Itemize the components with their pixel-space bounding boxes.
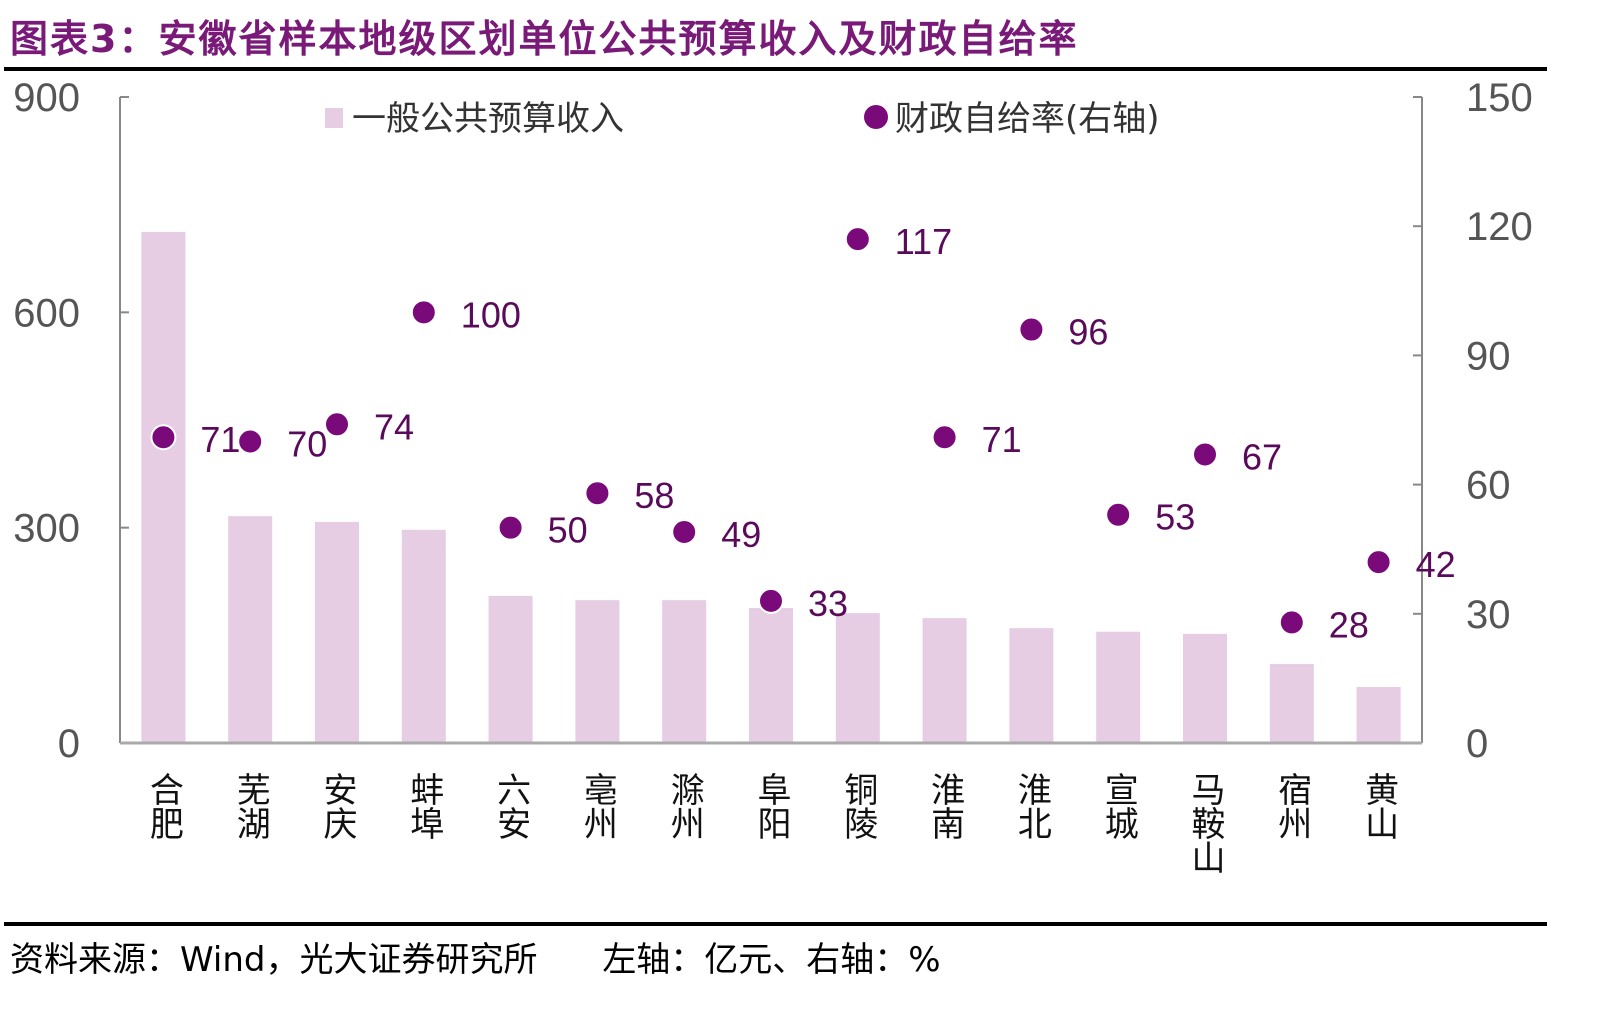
- bar-阜阳: [749, 608, 793, 743]
- category-label: 宿州: [1272, 772, 1312, 840]
- legend-bar-label: 一般公共预算收入: [352, 99, 624, 139]
- bar-芜湖: [228, 516, 273, 743]
- bar-黄山: [1356, 687, 1401, 743]
- right-tick-label: 90: [1466, 334, 1511, 378]
- bar-合肥: [141, 231, 186, 744]
- dot-芜湖: [237, 428, 264, 455]
- bar-六安: [488, 595, 533, 743]
- category-label: 蚌埠: [404, 772, 444, 840]
- legend-dot-label: 财政自给率(右轴): [895, 99, 1160, 139]
- dot-铜陵: [844, 226, 871, 253]
- bar-蚌埠: [401, 529, 446, 743]
- dot-亳州: [584, 480, 611, 507]
- bar-亳州: [575, 600, 620, 743]
- right-tick-label: 120: [1466, 205, 1533, 249]
- category-label: 淮南: [925, 772, 965, 840]
- right-tick-label: 30: [1466, 593, 1511, 637]
- dot-label: 49: [721, 514, 761, 555]
- source-text: 资料来源：Wind，光大证券研究所: [10, 940, 538, 980]
- dot-label: 100: [461, 294, 521, 335]
- category-label: 淮北: [1011, 772, 1051, 840]
- bar-淮南: [922, 618, 967, 743]
- category-label: 铜陵: [838, 772, 878, 840]
- top-rule: [4, 67, 1547, 71]
- bar-宣城: [1096, 631, 1141, 743]
- left-tick-label: 0: [58, 722, 80, 766]
- left-tick-label: 600: [13, 291, 80, 335]
- dot-马鞍山: [1192, 441, 1218, 468]
- bar-滁州: [662, 600, 707, 743]
- category-label: 阜阳: [751, 772, 791, 840]
- dot-label: 42: [1416, 544, 1456, 585]
- legend-dot-swatch: [864, 105, 888, 129]
- dot-合肥: [150, 424, 177, 451]
- right-tick-label: 150: [1466, 76, 1533, 120]
- bar-安庆: [315, 521, 359, 743]
- dot-宿州: [1278, 609, 1305, 636]
- category-label: 宣城: [1098, 772, 1138, 840]
- dot-安庆: [324, 411, 350, 438]
- dot-label: 58: [634, 475, 674, 516]
- dot-label: 33: [808, 583, 848, 624]
- dot-label: 50: [548, 510, 588, 551]
- dot-淮南: [931, 424, 958, 451]
- dot-label: 67: [1242, 436, 1282, 477]
- category-label: 安庆: [317, 772, 357, 840]
- dot-label: 70: [287, 424, 327, 465]
- legend-bar-swatch: [325, 108, 343, 128]
- category-label: 合肥: [143, 772, 183, 840]
- left-tick-label: 300: [13, 507, 80, 551]
- dot-label: 74: [374, 406, 414, 447]
- category-label: 芜湖: [230, 772, 270, 840]
- category-label: 六安: [491, 772, 531, 840]
- left-tick-label: 900: [13, 76, 80, 120]
- category-label: 马鞍山: [1185, 772, 1225, 874]
- dot-黄山: [1365, 549, 1392, 576]
- dot-label: 117: [895, 221, 952, 262]
- category-label: 亳州: [577, 772, 617, 840]
- units-note: 左轴：亿元、右轴：%: [602, 940, 941, 980]
- dot-label: 71: [200, 419, 240, 460]
- bar-宿州: [1269, 664, 1314, 743]
- dot-label: 53: [1155, 497, 1195, 538]
- chart-title: 图表3：安徽省样本地级区划单位公共预算收入及财政自给率: [10, 17, 1079, 61]
- dot-label: 96: [1068, 312, 1108, 353]
- dot-阜阳: [758, 587, 784, 614]
- dot-蚌埠: [410, 299, 437, 326]
- dot-label: 28: [1329, 604, 1369, 645]
- dot-淮北: [1018, 316, 1045, 343]
- dot-label: 71: [982, 419, 1022, 460]
- bar-马鞍山: [1183, 633, 1227, 743]
- bottom-rule: [4, 922, 1547, 926]
- category-label: 黄山: [1359, 772, 1399, 840]
- right-tick-label: 60: [1466, 464, 1511, 508]
- dot-滁州: [671, 518, 698, 545]
- dot-六安: [497, 514, 524, 541]
- right-tick-label: 0: [1466, 722, 1488, 766]
- bar-淮北: [1009, 628, 1054, 743]
- dot-宣城: [1105, 501, 1132, 528]
- source-note: 资料来源：Wind，光大证券研究所 左轴：亿元、右轴：%: [10, 932, 941, 981]
- bar-铜陵: [835, 613, 880, 743]
- category-label: 滁州: [664, 772, 704, 840]
